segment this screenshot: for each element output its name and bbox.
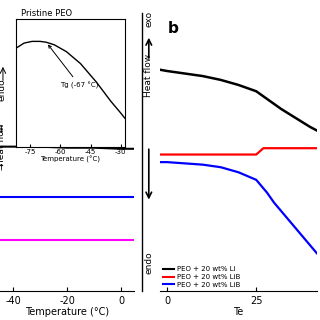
Text: Pristine PEO: Pristine PEO xyxy=(21,9,73,19)
Text: endo: endo xyxy=(0,78,6,101)
Text: →: → xyxy=(0,163,6,170)
Text: exo: exo xyxy=(144,11,153,27)
X-axis label: Te: Te xyxy=(233,308,244,317)
X-axis label: Temperature (°C): Temperature (°C) xyxy=(25,308,109,317)
Text: Heat flow: Heat flow xyxy=(144,54,153,97)
Text: endo: endo xyxy=(144,251,153,274)
Text: ←: ← xyxy=(0,124,6,132)
Text: b: b xyxy=(168,21,179,36)
Legend: PEO + 20 wt% Li, PEO + 20 wt% LiB, PEO + 20 wt% LiB: PEO + 20 wt% Li, PEO + 20 wt% LiB, PEO +… xyxy=(164,266,240,288)
X-axis label: Temperature (°C): Temperature (°C) xyxy=(40,156,100,163)
Text: Tg (-67 °C): Tg (-67 °C) xyxy=(49,45,99,89)
Text: Heat flow: Heat flow xyxy=(0,123,6,165)
